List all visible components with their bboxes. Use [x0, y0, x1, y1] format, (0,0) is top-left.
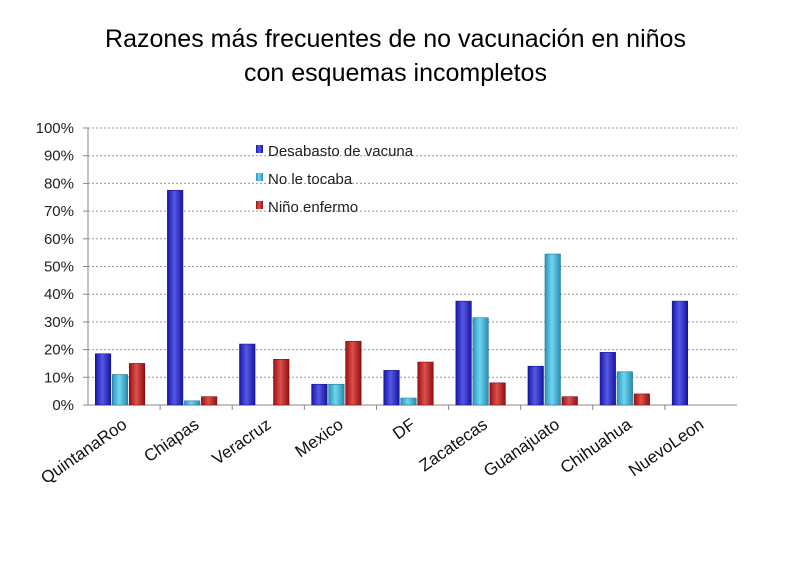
bar-desabasto-de-vacuna	[527, 365, 544, 406]
bar-ni-o-enfermo	[633, 393, 650, 406]
bar-no-le-tocaba	[472, 317, 489, 406]
bar-no-le-tocaba	[544, 253, 561, 406]
bar-no-le-tocaba	[400, 397, 417, 406]
bar-no-le-tocaba	[616, 371, 633, 406]
y-tick-label: 10%	[44, 369, 74, 386]
bar-ni-o-enfermo	[345, 340, 362, 406]
bar-no-le-tocaba	[184, 400, 201, 406]
y-tick-label: 100%	[36, 120, 74, 137]
bar-ni-o-enfermo	[561, 396, 578, 406]
x-tick-label: Veracruz	[209, 415, 275, 469]
y-tick-label: 80%	[44, 175, 74, 192]
bar-no-le-tocaba	[112, 374, 129, 406]
bar-desabasto-de-vacuna	[239, 343, 256, 406]
bar-desabasto-de-vacuna	[311, 383, 328, 406]
x-tick-label: Chihuahua	[557, 414, 636, 477]
bar-ni-o-enfermo	[489, 382, 506, 406]
y-tick-label: 40%	[44, 286, 74, 303]
x-tick-label: Mexico	[292, 415, 347, 461]
y-tick-label: 0%	[52, 397, 74, 414]
x-tick-label: Zacatecas	[416, 415, 491, 476]
bar-desabasto-de-vacuna	[95, 353, 112, 406]
legend-swatch	[256, 173, 263, 181]
legend-label: Desabasto de vacuna	[268, 143, 414, 160]
legend-swatch	[256, 145, 263, 153]
y-tick-label: 50%	[44, 259, 74, 276]
bar-desabasto-de-vacuna	[671, 300, 688, 406]
bar-desabasto-de-vacuna	[167, 190, 184, 406]
y-tick-label: 60%	[44, 231, 74, 248]
y-tick-label: 30%	[44, 314, 74, 331]
x-tick-label: Guanajuato	[480, 415, 563, 481]
y-tick-label: 70%	[44, 203, 74, 220]
bar-ni-o-enfermo	[201, 396, 218, 406]
x-tick-label: Chiapas	[140, 415, 202, 466]
bar-desabasto-de-vacuna	[455, 300, 472, 406]
chart-title-line2: con esquemas incompletos	[244, 59, 547, 87]
x-tick-label: NuevoLeon	[625, 415, 707, 480]
bar-desabasto-de-vacuna	[599, 352, 616, 406]
legend-label: Niño enfermo	[268, 199, 358, 216]
x-tick-label: DF	[389, 415, 418, 444]
bar-ni-o-enfermo	[129, 363, 146, 406]
bar-ni-o-enfermo	[417, 361, 434, 406]
legend-swatch	[256, 201, 263, 209]
bar-ni-o-enfermo	[273, 358, 290, 406]
bar-no-le-tocaba	[328, 383, 345, 406]
y-tick-label: 20%	[44, 342, 74, 359]
x-tick-label: QuintanaRoo	[37, 415, 130, 488]
legend-label: No le tocaba	[268, 171, 353, 188]
y-tick-label: 90%	[44, 148, 74, 165]
chart-title: Razones más frecuentes de no vacunación …	[0, 22, 791, 90]
chart-title-line1: Razones más frecuentes de no vacunación …	[105, 25, 686, 53]
bar-desabasto-de-vacuna	[383, 370, 400, 406]
